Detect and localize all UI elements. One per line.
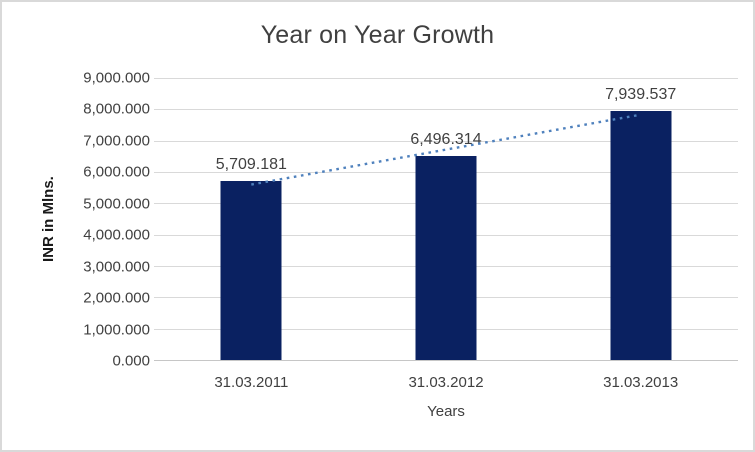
y-tick-label: 0.000 <box>112 352 150 370</box>
x-tick-label: 31.03.2013 <box>603 374 679 391</box>
gridline <box>154 78 738 79</box>
y-tick-label: 5,000.000 <box>83 195 150 213</box>
x-tick-label: 31.03.2012 <box>408 374 484 391</box>
x-axis-title: Years <box>427 403 465 420</box>
bar-data-label: 6,496.314 <box>410 131 482 149</box>
bar-data-label: 5,709.181 <box>215 156 287 174</box>
y-tick-label: 2,000.000 <box>83 289 150 307</box>
y-tick-label: 3,000.000 <box>83 258 150 276</box>
bar-31.03.2011 <box>220 181 282 360</box>
y-tick-label: 9,000.000 <box>83 69 150 87</box>
y-tick-label: 1,000.000 <box>83 321 150 339</box>
y-tick-label: 6,000.000 <box>83 163 150 181</box>
y-axis: 0.000 1,000.000 2,000.000 3,000.000 4,000.00… <box>2 70 150 370</box>
x-axis: 31.03.2011 31.03.2012 31.03.2013 <box>154 374 738 394</box>
gridline <box>154 109 738 111</box>
y-tick-label: 4,000.000 <box>83 226 150 244</box>
chart-title: Year on Year Growth <box>260 21 495 49</box>
bar-31.03.2013 <box>610 111 672 360</box>
plot-area: 5,709.181 6,496.314 7,939.537 <box>154 78 738 361</box>
y-tick-label: 7,000.000 <box>83 132 150 150</box>
y-tick-label: 8,000.000 <box>83 100 150 118</box>
trendline <box>251 113 641 186</box>
x-tick-label: 31.03.2011 <box>214 374 289 391</box>
bar-data-label: 7,939.537 <box>605 86 677 104</box>
bar-31.03.2012 <box>415 156 477 360</box>
gridline <box>154 140 738 142</box>
